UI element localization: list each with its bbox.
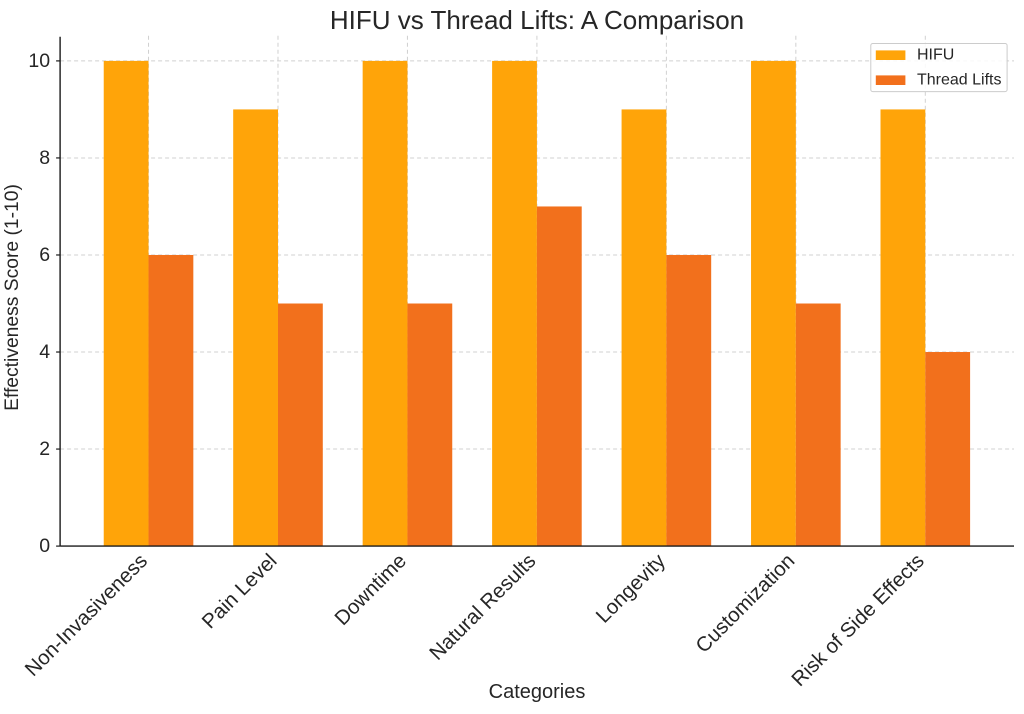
- svg-text:8: 8: [39, 147, 50, 169]
- svg-text:HIFU vs Thread Lifts: A Compar: HIFU vs Thread Lifts: A Comparison: [330, 5, 744, 35]
- svg-text:6: 6: [39, 244, 50, 266]
- svg-text:10: 10: [28, 50, 50, 72]
- svg-text:HIFU: HIFU: [917, 47, 954, 64]
- svg-text:Thread Lifts: Thread Lifts: [917, 72, 1001, 89]
- svg-text:4: 4: [39, 341, 50, 363]
- svg-text:0: 0: [39, 535, 50, 557]
- svg-text:2: 2: [39, 438, 50, 460]
- svg-text:Categories: Categories: [489, 681, 586, 703]
- svg-text:Effectiveness Score (1-10): Effectiveness Score (1-10): [2, 184, 23, 411]
